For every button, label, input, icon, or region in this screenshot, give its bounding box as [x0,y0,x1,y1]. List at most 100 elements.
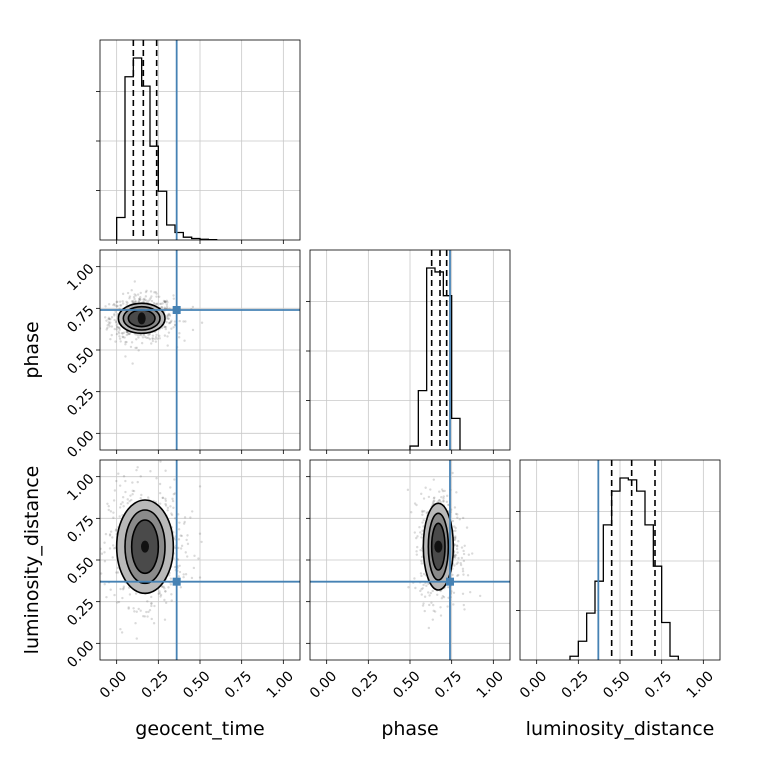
density-peak [141,540,149,553]
sample-point [133,297,136,301]
sample-point [169,486,172,489]
sample-point [110,325,114,328]
sample-point [147,336,150,340]
sample-point [182,575,185,579]
sample-point [135,468,138,472]
y-tick-label: 0.50 [64,344,97,377]
y-tick-label: 0.00 [64,428,97,461]
sample-point [103,582,106,586]
sample-point [116,326,120,329]
sample-point [139,291,142,295]
sample-point [418,525,421,529]
sample-point [159,460,162,463]
sample-point [163,334,167,337]
sample-point [197,557,200,560]
sample-point [455,544,459,547]
sample-point [90,534,92,536]
sample-point [143,615,147,618]
sample-point [178,332,181,335]
sample-point [154,335,158,339]
sample-point [413,502,417,505]
sample-point [131,493,134,496]
sample-point [117,330,120,333]
sample-point [148,333,151,336]
sample-point [106,502,109,505]
sample-point [117,472,120,475]
sample-point [433,499,436,502]
sample-point [454,526,457,530]
sample-point [182,522,186,525]
sample-point [457,573,460,577]
sample-point [419,572,423,575]
truth-marker [172,577,181,586]
sample-point [128,499,131,503]
sample-point [112,303,115,307]
sample-point [425,584,428,588]
sample-point [172,506,175,509]
sample-point [180,534,183,538]
sample-point [170,593,173,596]
sample-point [144,335,147,339]
sample-point [130,341,134,344]
sample-point [123,336,126,339]
sample-point [164,497,167,500]
sample-point [120,331,124,335]
sample-point [110,333,113,337]
sample-point [134,299,137,303]
sample-point [186,542,190,546]
sample-point [132,607,135,610]
sample-point [129,494,132,497]
sample-point [155,477,158,480]
sample-point [121,292,125,296]
sample-point [146,615,149,618]
sample-point [178,521,181,524]
sample-point [177,513,180,516]
sample-point [150,604,153,608]
sample-point [419,548,422,552]
sample-point [427,626,431,630]
sample-point [440,495,443,499]
sample-point [138,298,141,302]
sample-point [191,305,195,309]
sample-point [461,567,465,571]
sample-point [168,321,172,325]
sample-point [136,293,140,296]
sample-point [120,631,124,634]
sample-point [170,513,174,517]
sample-point [443,489,446,493]
x-tick-label: 0.25 [349,668,382,701]
sample-point [183,516,187,519]
sample-point [173,323,177,326]
sample-point [469,590,472,594]
sample-point [453,556,457,559]
density-panel-geocent_time-luminosity_distance [90,459,301,664]
sample-point [179,547,183,550]
sample-point [97,514,99,516]
sample-point [456,561,460,564]
sample-point [431,589,434,593]
sample-point [431,618,435,621]
sample-point [164,300,167,303]
sample-point [158,334,161,338]
sample-point [459,563,463,567]
x-tick-label: 0.75 [222,668,255,701]
sample-point [154,290,157,294]
histogram-step [116,57,218,240]
sample-point [159,302,163,306]
sample-point [135,610,138,613]
sample-point [116,601,119,604]
sample-point [438,499,441,502]
sample-point [184,320,187,323]
sample-point [454,554,458,557]
sample-point [192,566,196,570]
sample-point [100,552,104,555]
sample-point [112,499,116,502]
sample-point [140,493,143,497]
sample-point [183,520,186,524]
sample-point [421,521,424,524]
sample-point [416,545,419,549]
sample-point [122,587,125,590]
sample-point [133,280,136,283]
sample-point [471,552,474,555]
sample-point [151,337,154,340]
